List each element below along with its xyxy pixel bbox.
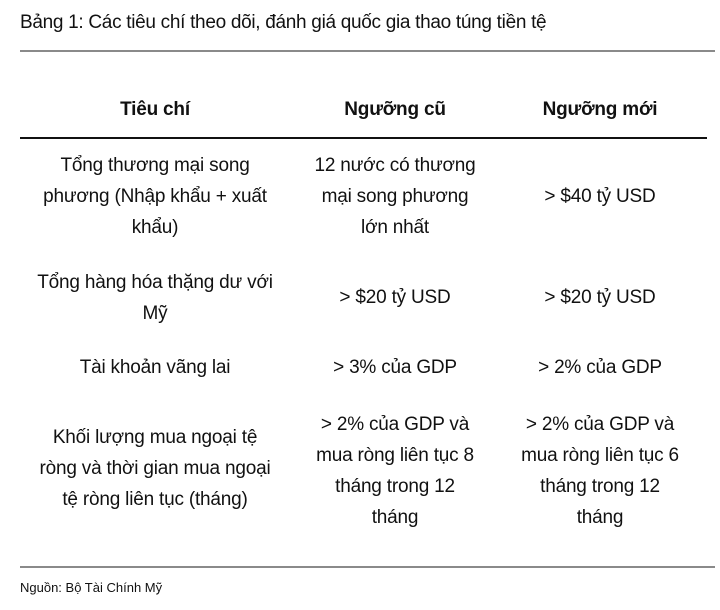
- source-note: Nguồn: Bộ Tài Chính Mỹ: [20, 580, 163, 595]
- row-old-threshold: > $20 tỷ USD: [339, 287, 451, 308]
- row-new-threshold: > 2% của GDP và mua ròng liên tục 6 thán…: [521, 414, 679, 528]
- row-new-threshold: > $20 tỷ USD: [544, 287, 656, 308]
- header-criteria: Tiêu chí: [120, 99, 190, 120]
- table-caption: Bảng 1: Các tiêu chí theo dõi, đánh giá …: [20, 12, 547, 33]
- row-old-threshold: 12 nước có thương mại song phương lớn nh…: [314, 155, 476, 238]
- row-criteria: Tài khoản vãng lai: [79, 357, 231, 378]
- row-criteria: Khối lượng mua ngoại tệ ròng và thời gia…: [39, 427, 271, 510]
- header-old-threshold: Ngưỡng cũ: [344, 99, 446, 120]
- header-rule: [20, 137, 707, 139]
- row-criteria: Tổng hàng hóa thặng dư với Mỹ: [37, 272, 273, 324]
- row-criteria: Tổng thương mại song phương (Nhập khẩu +…: [43, 155, 267, 238]
- row-old-threshold: > 3% của GDP: [333, 357, 457, 378]
- row-new-threshold: > $40 tỷ USD: [544, 186, 656, 207]
- top-rule: [20, 50, 715, 52]
- header-new-threshold: Ngưỡng mới: [542, 99, 658, 120]
- row-new-threshold: > 2% của GDP: [538, 357, 662, 378]
- row-old-threshold: > 2% của GDP và mua ròng liên tục 8 thán…: [316, 414, 474, 528]
- bottom-rule: [20, 566, 715, 568]
